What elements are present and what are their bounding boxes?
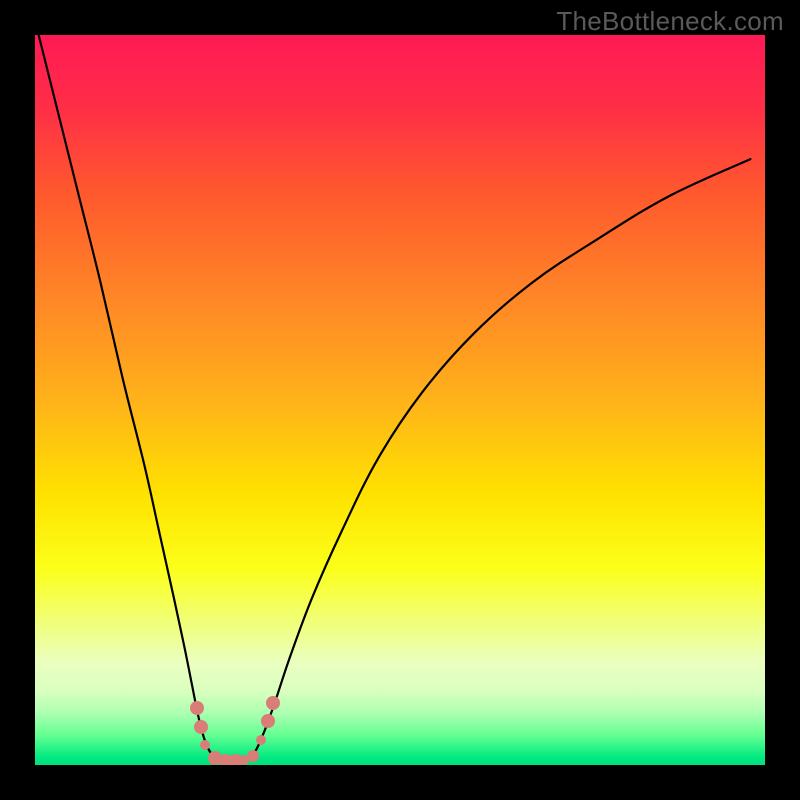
plot-area bbox=[35, 35, 765, 765]
watermark-text: TheBottleneck.com bbox=[556, 6, 784, 37]
data-marker bbox=[266, 696, 280, 710]
data-marker bbox=[190, 701, 204, 715]
data-marker bbox=[256, 735, 266, 745]
data-marker bbox=[200, 740, 210, 750]
bottleneck-curve bbox=[35, 35, 765, 765]
data-marker bbox=[247, 750, 259, 762]
data-marker bbox=[261, 714, 275, 728]
data-marker bbox=[194, 720, 208, 734]
